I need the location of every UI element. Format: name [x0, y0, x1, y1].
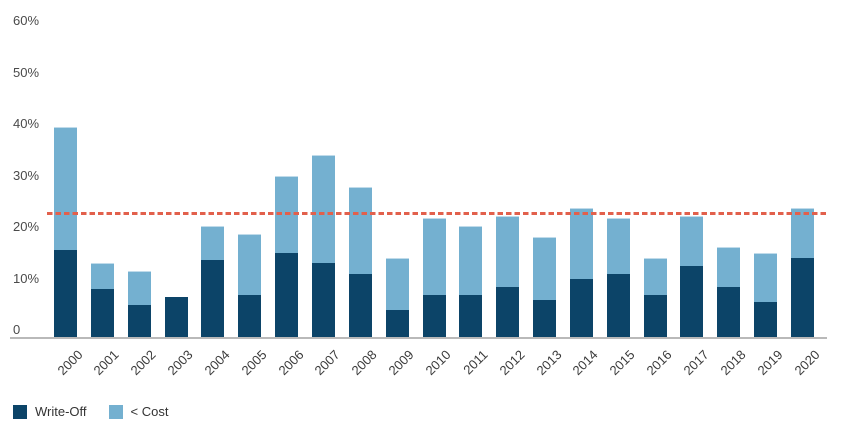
x-axis-tick-label: 2020	[791, 347, 823, 379]
y-axis-tick-label: 40%	[13, 116, 40, 131]
y-axis-tick-label: 60%	[13, 13, 40, 28]
x-axis-tick-label: 2006	[275, 347, 307, 379]
bar-segment-write-off-2012[interactable]	[496, 286, 520, 337]
legend-label-write-off: Write-Off	[35, 404, 87, 419]
bar-segment-write-off-2002[interactable]	[127, 305, 151, 337]
bar-segment-lt-cost-2011[interactable]	[459, 226, 483, 295]
lt-cost-color-swatch	[108, 405, 123, 419]
bar-segment-lt-cost-2015[interactable]	[606, 218, 630, 274]
x-axis-tick-label: 2016	[643, 347, 675, 379]
x-axis-tick-label: 2007	[311, 347, 344, 379]
bar-segment-lt-cost-2013[interactable]	[533, 236, 557, 300]
bar-segment-write-off-2006[interactable]	[275, 252, 299, 337]
bar-segment-write-off-2010[interactable]	[422, 294, 446, 337]
bar-segment-lt-cost-2010[interactable]	[422, 218, 446, 295]
chart-legend: Write-Off < Cost	[13, 404, 190, 420]
bar-segment-lt-cost-2009[interactable]	[385, 257, 409, 311]
y-axis-tick-label: 10%	[13, 270, 40, 286]
bar-segment-write-off-2019[interactable]	[754, 302, 778, 337]
bar-segment-lt-cost-2016[interactable]	[643, 257, 667, 295]
x-axis-tick-label: 2003	[164, 347, 196, 379]
bar-segment-lt-cost-2019[interactable]	[754, 252, 778, 303]
x-axis-tick-label: 2000	[54, 347, 86, 379]
x-axis-line	[10, 337, 827, 339]
x-axis-tick-label: 2015	[606, 347, 638, 379]
y-axis-tick-label: 50%	[13, 64, 40, 80]
bar-segment-lt-cost-2005[interactable]	[238, 234, 262, 295]
legend-item-write-off[interactable]: Write-Off	[13, 404, 87, 420]
bar-segment-lt-cost-2002[interactable]	[127, 270, 151, 305]
x-axis-tick-label: 2009	[385, 347, 417, 379]
bar-segment-write-off-2005[interactable]	[238, 294, 262, 337]
x-axis-tick-label: 2013	[533, 347, 565, 379]
x-axis-tick-label: 2011	[460, 347, 491, 378]
bar-segment-write-off-2020[interactable]	[791, 257, 814, 337]
bar-segment-write-off-2014[interactable]	[569, 278, 593, 337]
bar-segment-write-off-2008[interactable]	[348, 273, 372, 337]
write-off-color-swatch	[13, 405, 27, 419]
x-axis-tick-label: 2017	[680, 347, 712, 379]
bar-segment-lt-cost-2008[interactable]	[348, 186, 372, 274]
bar-segment-write-off-2001[interactable]	[90, 289, 114, 337]
legend-label-lt-cost: < Cost	[130, 404, 169, 419]
x-axis-tick-label: 2012	[496, 347, 528, 379]
bar-segment-write-off-2003[interactable]	[164, 297, 188, 337]
x-axis-tick-label: 2002	[127, 347, 159, 379]
bar-segment-lt-cost-2007[interactable]	[311, 155, 335, 263]
x-axis-tick-label: 2008	[348, 347, 380, 379]
bar-segment-write-off-2016[interactable]	[643, 294, 667, 337]
bar-segment-lt-cost-2018[interactable]	[717, 247, 741, 287]
bar-segment-write-off-2017[interactable]	[680, 265, 704, 337]
bar-segment-write-off-2011[interactable]	[459, 294, 483, 337]
bar-segment-write-off-2015[interactable]	[606, 273, 630, 337]
bar-segment-lt-cost-2001[interactable]	[90, 263, 114, 290]
legend-item-lt-cost[interactable]: < Cost	[108, 404, 169, 420]
x-axis-tick-label: 2001	[90, 347, 122, 379]
bar-segment-lt-cost-2004[interactable]	[201, 226, 225, 261]
bar-segment-write-off-2000[interactable]	[54, 249, 77, 337]
reference-line	[47, 211, 826, 215]
bar-segment-lt-cost-2000[interactable]	[54, 126, 77, 250]
bar-segment-lt-cost-2020[interactable]	[791, 207, 814, 258]
bar-segment-write-off-2004[interactable]	[201, 260, 225, 337]
bar-segment-lt-cost-2012[interactable]	[496, 215, 520, 287]
x-axis-tick-label: 2019	[754, 347, 786, 379]
y-axis-tick-label: 0	[13, 322, 21, 337]
bar-segment-write-off-2007[interactable]	[311, 263, 335, 337]
y-axis-tick-label: 30%	[13, 167, 40, 183]
x-axis-tick-label: 2010	[422, 347, 454, 379]
x-axis-tick-label: 2014	[569, 347, 601, 379]
x-axis-tick-label: 2004	[201, 347, 233, 379]
x-axis-tick-label: 2018	[717, 347, 749, 379]
bar-segment-write-off-2009[interactable]	[385, 310, 409, 337]
bar-segment-lt-cost-2014[interactable]	[569, 207, 593, 279]
x-axis-tick-label: 2005	[238, 347, 270, 379]
bar-segment-write-off-2018[interactable]	[717, 286, 741, 337]
y-axis-tick-label: 20%	[13, 219, 40, 234]
bar-segment-lt-cost-2017[interactable]	[680, 215, 704, 266]
bar-segment-write-off-2013[interactable]	[533, 299, 557, 337]
